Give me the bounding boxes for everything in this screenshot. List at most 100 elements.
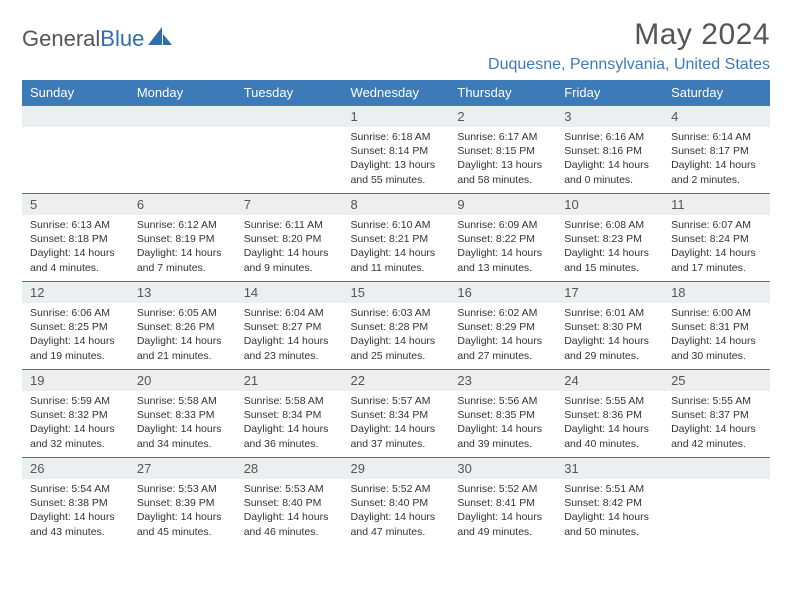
day-content: Sunrise: 6:05 AMSunset: 8:26 PMDaylight:… <box>129 303 236 367</box>
week-row: 12 Sunrise: 6:06 AMSunset: 8:25 PM Dayligh… <box>22 282 770 370</box>
day-cell <box>663 458 770 546</box>
sunrise-text: Sunrise: 6:10 AM <box>351 218 442 232</box>
brand-name-1: General <box>22 26 100 51</box>
day-content: Sunrise: 6:13 AMSunset: 8:18 PMDaylight:… <box>22 215 129 279</box>
day-cell: 13Sunrise: 6:05 AMSunset: 8:26 PMDayligh… <box>129 282 236 370</box>
day-content: Sunrise: 6:01 AMSunset: 8:30 PMDaylight:… <box>556 303 663 367</box>
day-content: Sunrise: 5:54 AMSunset: 8:38 PMDaylight:… <box>22 479 129 543</box>
daylight-text: Daylight: 14 hours and 0 minutes. <box>564 158 655 186</box>
sunrise-text: Sunrise: 5:55 AM <box>564 394 655 408</box>
day-cell: 23Sunrise: 5:56 AMSunset: 8:35 PMDayligh… <box>449 370 556 458</box>
day-cell: 28Sunrise: 5:53 AMSunset: 8:40 PMDayligh… <box>236 458 343 546</box>
day-cell: 20Sunrise: 5:58 AMSunset: 8:33 PMDayligh… <box>129 370 236 458</box>
sunrise-text: Sunrise: 5:59 AM <box>30 394 121 408</box>
daylight-text: Daylight: 14 hours and 42 minutes. <box>671 422 762 450</box>
sunrise-text: Sunrise: 6:18 AM <box>351 130 442 144</box>
day-number: 26 <box>22 458 129 479</box>
sunset-text: Sunset: 8:15 PM <box>457 144 548 158</box>
day-content: Sunrise: 5:51 AMSunset: 8:42 PMDaylight:… <box>556 479 663 543</box>
day-cell: 30Sunrise: 5:52 AMSunset: 8:41 PMDayligh… <box>449 458 556 546</box>
daylight-text: Daylight: 14 hours and 11 minutes. <box>351 246 442 274</box>
day-number: 11 <box>663 194 770 215</box>
day-number: 18 <box>663 282 770 303</box>
sunrise-text: Sunrise: 6:14 AM <box>671 130 762 144</box>
day-content: Sunrise: 6:14 AMSunset: 8:17 PMDaylight:… <box>663 127 770 191</box>
day-number-empty <box>129 106 236 127</box>
daylight-text: Daylight: 13 hours and 58 minutes. <box>457 158 548 186</box>
brand-sail-icon <box>148 27 174 52</box>
sunrise-text: Sunrise: 6:06 AM <box>30 306 121 320</box>
day-number: 6 <box>129 194 236 215</box>
daylight-text: Daylight: 14 hours and 34 minutes. <box>137 422 228 450</box>
sunset-text: Sunset: 8:34 PM <box>351 408 442 422</box>
daylight-text: Daylight: 14 hours and 23 minutes. <box>244 334 335 362</box>
daylight-text: Daylight: 14 hours and 32 minutes. <box>30 422 121 450</box>
daylight-text: Daylight: 14 hours and 43 minutes. <box>30 510 121 538</box>
day-content: Sunrise: 5:55 AMSunset: 8:37 PMDaylight:… <box>663 391 770 455</box>
day-cell: 15Sunrise: 6:03 AMSunset: 8:28 PMDayligh… <box>343 282 450 370</box>
sunrise-text: Sunrise: 5:54 AM <box>30 482 121 496</box>
day-number-empty <box>22 106 129 127</box>
day-content: Sunrise: 6:10 AMSunset: 8:21 PMDaylight:… <box>343 215 450 279</box>
day-content: Sunrise: 5:52 AMSunset: 8:40 PMDaylight:… <box>343 479 450 543</box>
day-content: Sunrise: 6:18 AMSunset: 8:14 PMDaylight:… <box>343 127 450 191</box>
day-number: 12 <box>22 282 129 303</box>
daylight-text: Daylight: 14 hours and 17 minutes. <box>671 246 762 274</box>
day-number: 21 <box>236 370 343 391</box>
day-number: 2 <box>449 106 556 127</box>
daylight-text: Daylight: 14 hours and 27 minutes. <box>457 334 548 362</box>
sunrise-text: Sunrise: 6:03 AM <box>351 306 442 320</box>
daylight-text: Daylight: 14 hours and 39 minutes. <box>457 422 548 450</box>
daylight-text: Daylight: 14 hours and 9 minutes. <box>244 246 335 274</box>
day-header: Saturday <box>663 80 770 106</box>
day-number: 10 <box>556 194 663 215</box>
day-header: Thursday <box>449 80 556 106</box>
sunset-text: Sunset: 8:18 PM <box>30 232 121 246</box>
week-row: 5Sunrise: 6:13 AMSunset: 8:18 PMDaylight… <box>22 194 770 282</box>
sunset-text: Sunset: 8:25 PM <box>30 320 121 334</box>
daylight-text: Daylight: 14 hours and 40 minutes. <box>564 422 655 450</box>
daylight-text: Daylight: 14 hours and 7 minutes. <box>137 246 228 274</box>
day-cell <box>129 106 236 194</box>
day-content: Sunrise: 6:11 AMSunset: 8:20 PMDaylight:… <box>236 215 343 279</box>
sunrise-text: Sunrise: 6:09 AM <box>457 218 548 232</box>
sunrise-text: Sunrise: 6:13 AM <box>30 218 121 232</box>
day-content: Sunrise: 6:04 AMSunset: 8:27 PMDaylight:… <box>236 303 343 367</box>
week-row: 1Sunrise: 6:18 AMSunset: 8:14 PMDaylight… <box>22 106 770 194</box>
week-row: 19Sunrise: 5:59 AMSunset: 8:32 PMDayligh… <box>22 370 770 458</box>
day-content: Sunrise: 5:58 AMSunset: 8:33 PMDaylight:… <box>129 391 236 455</box>
month-title: May 2024 <box>488 18 770 52</box>
day-cell: 24Sunrise: 5:55 AMSunset: 8:36 PMDayligh… <box>556 370 663 458</box>
location: Duquesne, Pennsylvania, United States <box>488 56 770 74</box>
sunrise-text: Sunrise: 5:53 AM <box>137 482 228 496</box>
day-content: Sunrise: 6:07 AMSunset: 8:24 PMDaylight:… <box>663 215 770 279</box>
sunset-text: Sunset: 8:31 PM <box>671 320 762 334</box>
day-cell: 25Sunrise: 5:55 AMSunset: 8:37 PMDayligh… <box>663 370 770 458</box>
sunrise-text: Sunrise: 6:04 AM <box>244 306 335 320</box>
calendar-table: SundayMondayTuesdayWednesdayThursdayFrid… <box>22 80 770 546</box>
day-number: 20 <box>129 370 236 391</box>
sunrise-text: Sunrise: 6:17 AM <box>457 130 548 144</box>
brand-name: GeneralBlue <box>22 26 144 52</box>
sunset-text: Sunset: 8:28 PM <box>351 320 442 334</box>
day-number: 27 <box>129 458 236 479</box>
day-cell: 21Sunrise: 5:58 AMSunset: 8:34 PMDayligh… <box>236 370 343 458</box>
day-number: 29 <box>343 458 450 479</box>
day-cell: 4Sunrise: 6:14 AMSunset: 8:17 PMDaylight… <box>663 106 770 194</box>
day-number: 5 <box>22 194 129 215</box>
sunrise-text: Sunrise: 6:07 AM <box>671 218 762 232</box>
daylight-text: Daylight: 14 hours and 37 minutes. <box>351 422 442 450</box>
sunset-text: Sunset: 8:30 PM <box>564 320 655 334</box>
sunset-text: Sunset: 8:32 PM <box>30 408 121 422</box>
sunset-text: Sunset: 8:17 PM <box>671 144 762 158</box>
day-cell: 26Sunrise: 5:54 AMSunset: 8:38 PMDayligh… <box>22 458 129 546</box>
brand-logo: GeneralBlue <box>22 26 174 52</box>
daylight-text: Daylight: 14 hours and 46 minutes. <box>244 510 335 538</box>
sunset-text: Sunset: 8:35 PM <box>457 408 548 422</box>
day-content: Sunrise: 6:17 AMSunset: 8:15 PMDaylight:… <box>449 127 556 191</box>
calendar-page: GeneralBlue May 2024 Duquesne, Pennsylva… <box>0 0 792 564</box>
sunset-text: Sunset: 8:40 PM <box>351 496 442 510</box>
day-cell: 29Sunrise: 5:52 AMSunset: 8:40 PMDayligh… <box>343 458 450 546</box>
day-cell <box>236 106 343 194</box>
day-cell: 18Sunrise: 6:00 AMSunset: 8:31 PMDayligh… <box>663 282 770 370</box>
